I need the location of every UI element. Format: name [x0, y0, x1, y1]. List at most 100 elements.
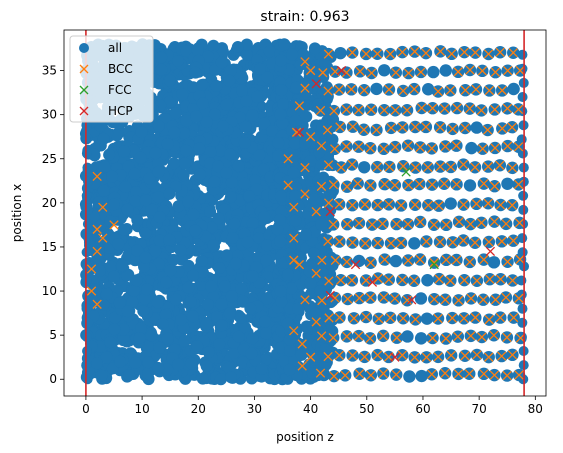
point-all: [194, 168, 207, 181]
point-all: [259, 353, 272, 366]
point-all: [263, 45, 276, 58]
point-bcc: [353, 178, 363, 189]
point-bcc: [458, 235, 469, 246]
point-all: [131, 214, 144, 227]
point-all: [283, 333, 296, 346]
point-bcc: [470, 312, 480, 323]
point-all: [104, 336, 117, 349]
point-all: [300, 85, 313, 98]
point-bcc: [354, 369, 365, 379]
point-all: [246, 332, 259, 345]
point-bcc: [361, 49, 371, 59]
point-bcc: [495, 200, 506, 210]
point-all: [240, 94, 253, 107]
point-all: [104, 260, 117, 273]
point-bcc: [502, 332, 512, 343]
point-all: [215, 56, 228, 69]
point-all: [152, 165, 165, 178]
point-all: [195, 254, 208, 267]
point-all: [82, 162, 93, 173]
point-all: [214, 373, 227, 386]
point-bcc: [373, 273, 383, 284]
point-bcc: [440, 141, 451, 152]
point-bcc: [403, 68, 414, 78]
point-bcc: [346, 84, 357, 94]
point-all: [295, 251, 308, 264]
point-all: [163, 233, 176, 246]
point-bcc: [513, 179, 524, 190]
point-all: [283, 363, 296, 376]
point-all: [225, 176, 238, 189]
point-all: [207, 39, 220, 52]
y-tick-label: 5: [49, 328, 57, 342]
point-bcc: [464, 369, 474, 379]
point-bcc: [329, 371, 339, 381]
point-all: [309, 307, 322, 320]
point-bcc: [397, 275, 408, 285]
point-all: [139, 251, 152, 264]
point-bcc: [513, 104, 524, 115]
point-bcc: [433, 86, 443, 97]
point-bcc: [342, 257, 352, 267]
point-bcc: [435, 237, 445, 247]
point-all: [212, 212, 225, 225]
point-all: [180, 144, 193, 157]
point-all: [153, 211, 166, 224]
point-all: [169, 293, 182, 306]
point-bcc: [478, 295, 488, 305]
point-all: [163, 95, 176, 108]
point-all: [102, 241, 115, 254]
legend-marker-fcc: [79, 85, 89, 95]
y-tick-label: 35: [42, 64, 57, 78]
point-hcp: [390, 352, 400, 362]
point-bcc: [470, 162, 480, 172]
point-bcc: [484, 237, 494, 247]
point-bcc: [483, 125, 493, 135]
point-all: [196, 372, 209, 385]
point-bcc: [440, 295, 450, 305]
legend-marker-hcp: [79, 106, 89, 116]
point-bcc: [508, 48, 518, 58]
point-bcc: [453, 67, 463, 77]
point-all: [289, 214, 302, 227]
point-bcc: [289, 326, 299, 336]
point-bcc: [378, 331, 388, 341]
point-bcc: [472, 276, 482, 286]
point-all: [246, 270, 259, 283]
x-tick-label: 0: [82, 402, 90, 416]
point-all: [238, 177, 251, 190]
point-bcc: [378, 368, 389, 379]
point-bcc: [330, 293, 340, 303]
point-all: [213, 338, 226, 351]
point-all: [113, 296, 126, 309]
point-all: [289, 114, 302, 127]
point-bcc: [409, 84, 419, 94]
point-all: [260, 327, 273, 340]
point-all: [238, 137, 251, 150]
point-all: [168, 126, 181, 139]
point-bcc: [507, 350, 518, 360]
point-all: [224, 64, 237, 77]
point-bcc: [283, 180, 293, 190]
point-bcc: [460, 123, 470, 133]
point-all: [370, 82, 383, 96]
point-all: [167, 253, 180, 266]
point-all: [130, 274, 143, 287]
point-bcc: [445, 276, 456, 286]
point-all: [414, 292, 428, 305]
point-hcp: [350, 259, 361, 270]
point-bcc: [359, 352, 370, 362]
point-all: [208, 175, 221, 188]
point-all: [298, 164, 311, 177]
point-all: [205, 280, 218, 293]
point-bcc: [427, 369, 437, 379]
point-bcc: [377, 219, 388, 229]
point-all: [142, 367, 155, 380]
point-all: [159, 308, 172, 321]
point-bcc: [86, 264, 97, 274]
point-bcc: [435, 46, 446, 57]
point-all: [167, 157, 180, 170]
point-bcc: [459, 47, 470, 57]
point-all: [139, 194, 152, 207]
point-bcc: [501, 292, 511, 303]
